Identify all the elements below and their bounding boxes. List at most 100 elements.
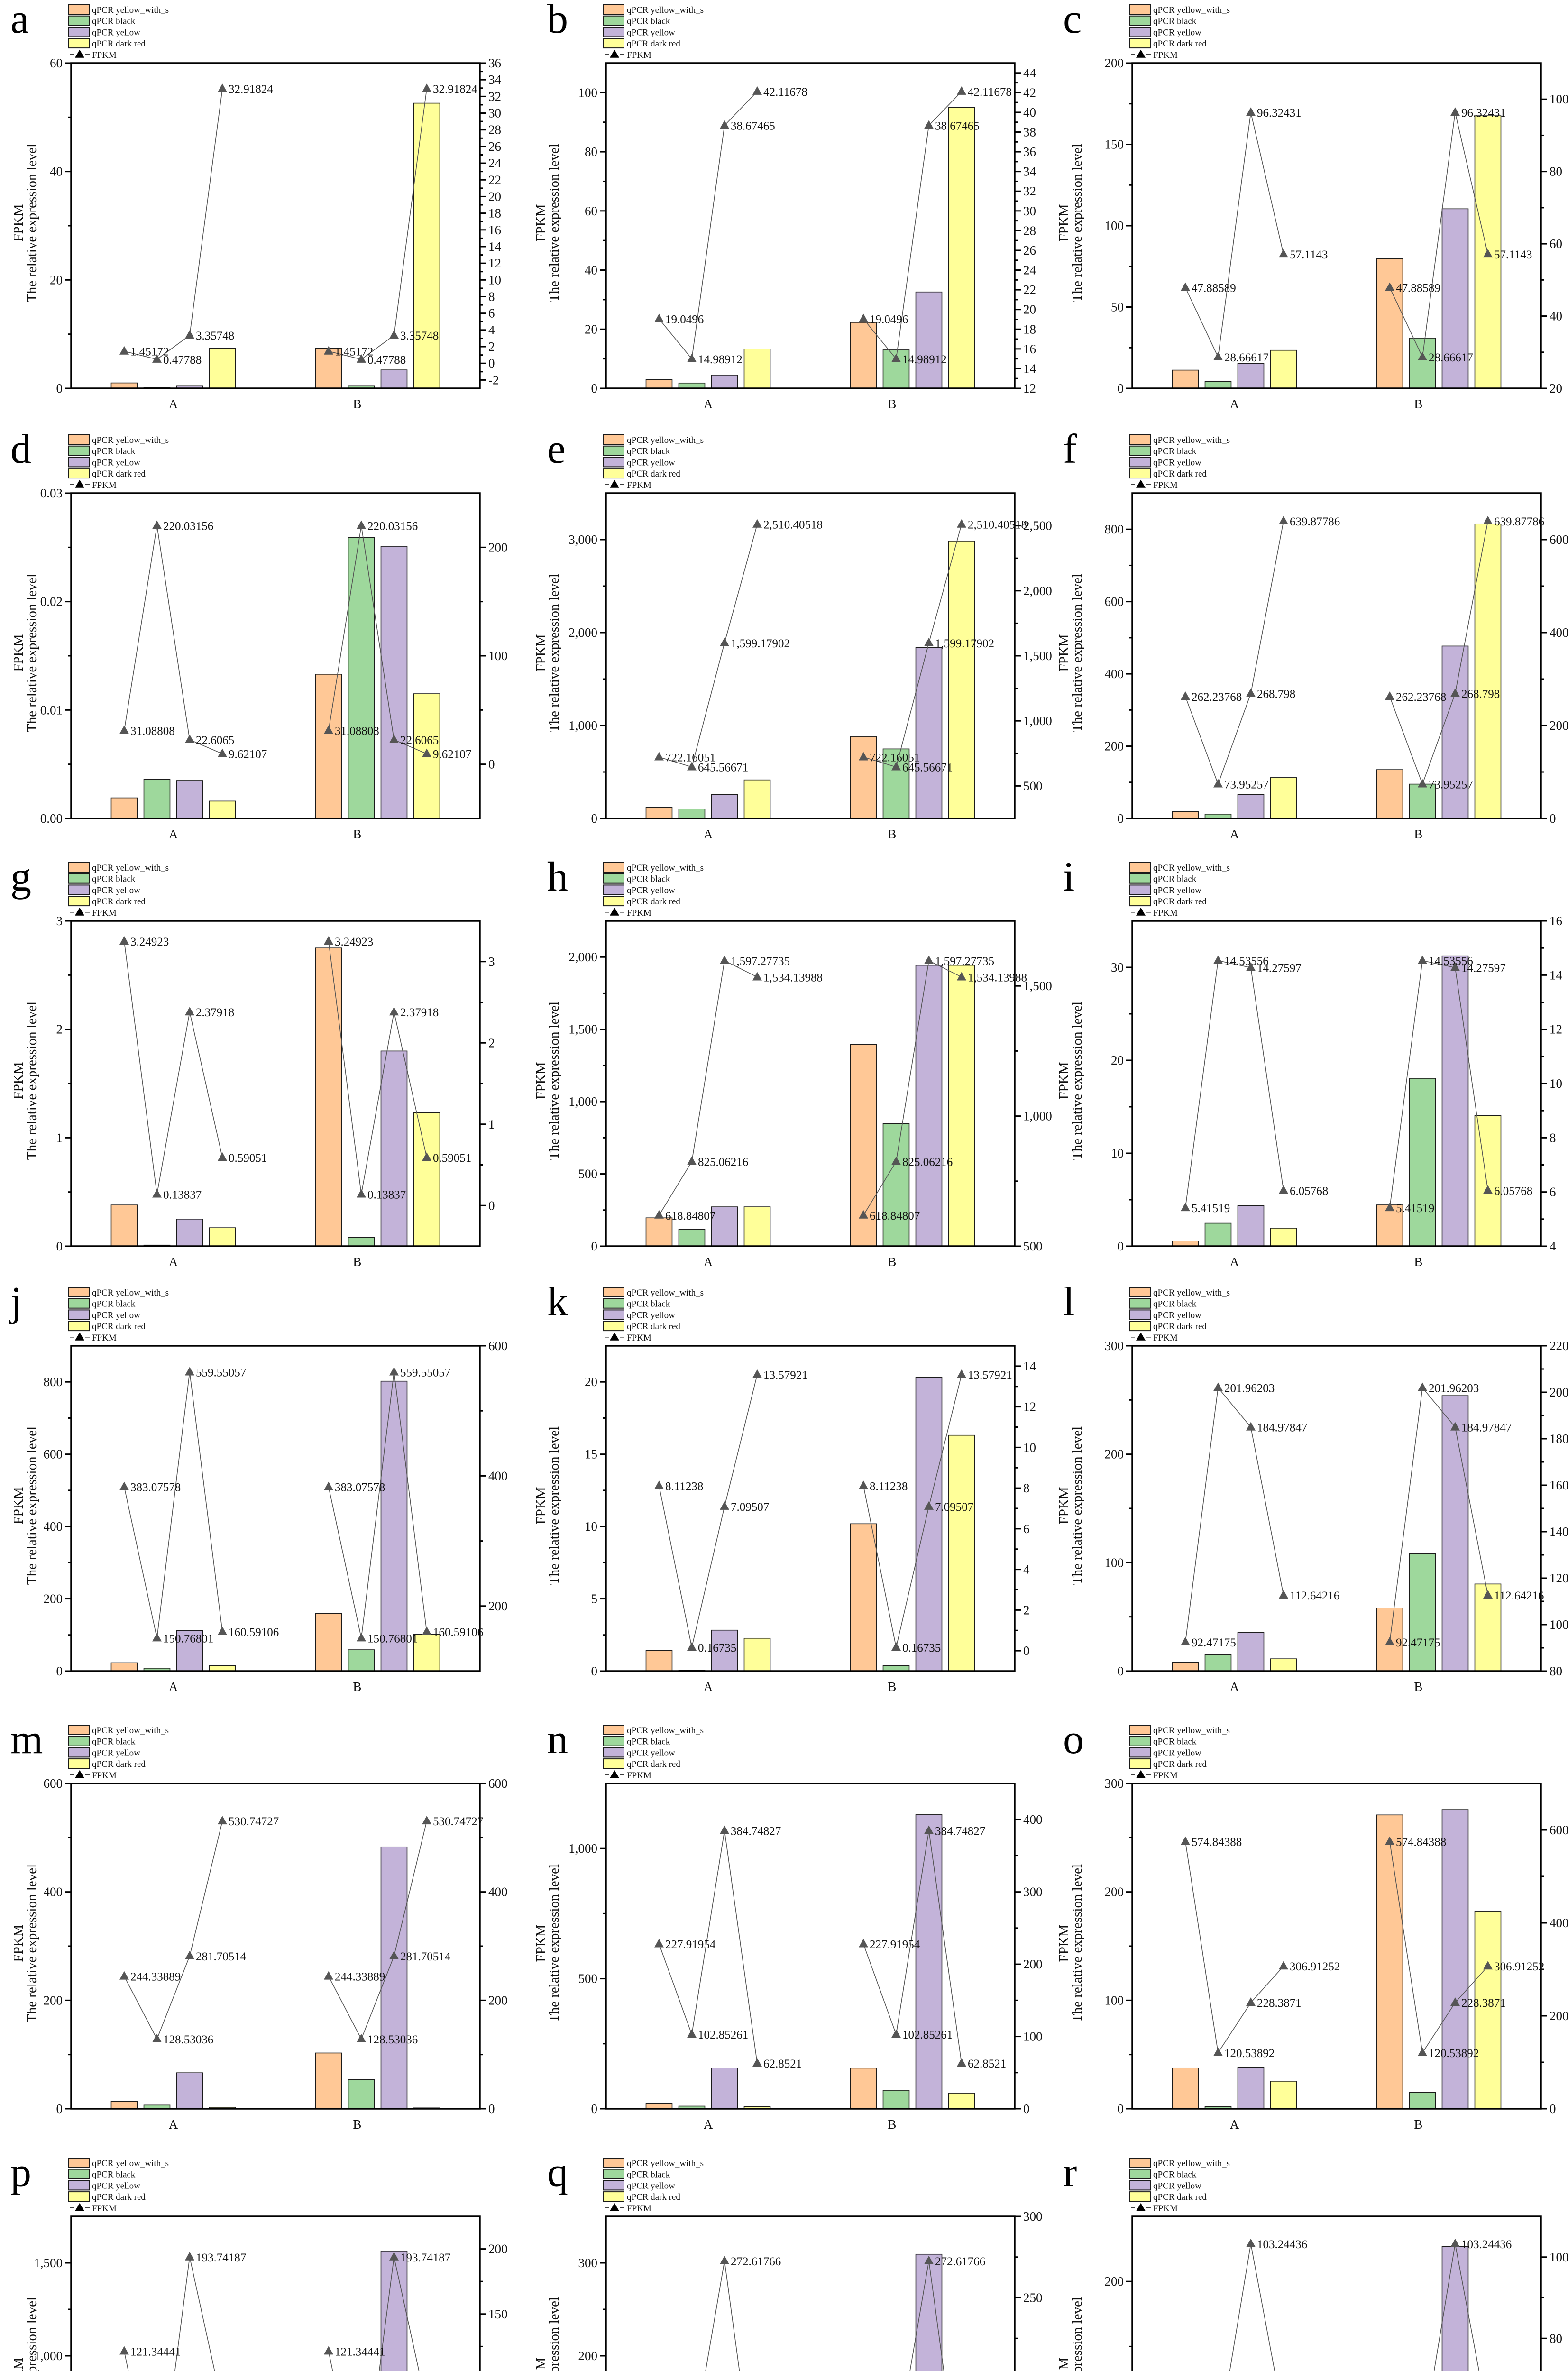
fpkm-data-label: 160.59106 [229, 1626, 279, 1639]
y-axis-title-line-1: FPKM [11, 204, 26, 242]
y-right-tick-label: 160 [1550, 1478, 1568, 1492]
fpkm-line-A [659, 91, 758, 360]
fpkm-line-B [1433, 2243, 1480, 2371]
fpkm-marker-qpcr-yellow-A [185, 330, 194, 339]
legend-swatch-qpcr-dark-red [1129, 2191, 1151, 2202]
fpkm-series-A: 47.88589 28.66617 96.32431 57.1143 [1181, 107, 1328, 364]
y-axis-title-line-2: The relative expression level [547, 144, 562, 302]
fpkm-marker-qpcr-dark-red-B [957, 972, 966, 981]
fpkm-data-label: 19.0496 [870, 313, 908, 326]
y-axis-title-line-2: The relative expression level [1070, 1002, 1085, 1160]
fpkm-marker-qpcr-yellow-A [720, 1501, 729, 1510]
y-axis-title-line-1: FPKM [1056, 1925, 1072, 1962]
y-right-tick-label: 300 [1023, 1885, 1043, 1899]
y-right-tick-label: 600 [1550, 533, 1568, 547]
fpkm-marker-qpcr-dark-red-A [752, 2058, 762, 2067]
fpkm-marker-qpcr-black-B [357, 2034, 366, 2043]
fpkm-marker-qpcr-yellow-with-s-A [654, 313, 664, 322]
fpkm-marker-qpcr-yellow-A [1246, 1997, 1256, 2006]
y-left-tick-label: 80 [585, 145, 597, 159]
x-category-label: B [1414, 1680, 1422, 1694]
legend-swatch-qpcr-dark-red [1129, 38, 1151, 49]
y-axis-title-line-1: FPKM [11, 1062, 26, 1100]
y-left-tick-label: 100 [1105, 219, 1124, 233]
legend-swatch-qpcr-yellow-with-s [603, 1725, 624, 1735]
y-axis-title-line-1: FPKM [1056, 1062, 1072, 1100]
fpkm-line-B [1389, 112, 1488, 358]
bars [110, 102, 440, 389]
fpkm-data-label: 103.24436 [1257, 2238, 1307, 2251]
y-left-tick-label: 20 [585, 1375, 597, 1389]
bar-qpcr-yellow-A [1237, 1205, 1265, 1247]
fpkm-data-label: 128.53036 [367, 2033, 418, 2046]
legend-swatch-qpcr-yellow-with-s [1129, 434, 1151, 445]
fpkm-data-label: 1.45172 [335, 346, 373, 358]
chart-panel-o: o qPCR yellow_with_s qPCR black qPCR yellow… [1045, 1717, 1568, 2147]
y-left-tick-label: 30 [1111, 960, 1124, 974]
y-left-tick-label: 150 [1105, 138, 1124, 152]
y-left-tick-label: 500 [578, 1972, 598, 1986]
x-category-label: B [353, 2117, 361, 2132]
y-left-tick-label: 800 [1105, 522, 1124, 536]
fpkm-data-label: 244.33889 [335, 1971, 385, 1984]
fpkm-data-label: 530.74727 [433, 1815, 483, 1828]
fpkm-series-A: 618.84807 825.06216 1,597.27735 1,534.13988 [654, 955, 823, 1222]
y-axis-left: 0 200 400 600 800 [44, 1375, 71, 1678]
triangle-marker-icon [610, 907, 619, 916]
triangle-marker-icon [75, 1770, 84, 1778]
y-left-tick-label: 1,000 [34, 2349, 63, 2363]
bars [645, 541, 975, 819]
fpkm-marker-qpcr-yellow-A [1246, 107, 1256, 116]
fpkm-data-label: 73.95257 [1429, 779, 1473, 791]
fpkm-series-B: 227.91954 102.85261 384.74827 62.8521 [859, 1825, 1006, 2070]
panel-letter: h [547, 854, 568, 900]
legend-swatch-qpcr-yellow [603, 27, 624, 37]
triangle-marker-icon [1136, 1770, 1146, 1778]
y-left-tick-label: 600 [44, 1776, 63, 1791]
y-right-tick-label: 220 [1550, 1339, 1568, 1353]
fpkm-marker-qpcr-yellow-A [185, 1367, 194, 1376]
y-left-tick-label: 20 [585, 322, 597, 336]
y-right-tick-label: 0 [488, 757, 495, 772]
fpkm-data-label: 1,599.17902 [731, 637, 790, 650]
fpkm-marker-qpcr-black-B [891, 1156, 901, 1165]
fpkm-series-A: 383.07578 150.76801 559.55057 160.59106 [119, 1366, 279, 1645]
legend-label-qpcr-dark-red: qPCR dark red [627, 1759, 680, 1769]
fpkm-data-label: 112.64216 [1290, 1590, 1339, 1602]
legend-label-qpcr-black: qPCR black [627, 2170, 670, 2180]
fpkm-marker-qpcr-yellow-A [1246, 688, 1256, 697]
bar-qpcr-dark-red-B [948, 965, 975, 1247]
y-axis-left: 0 100 200 300 [1105, 1339, 1132, 1678]
legend-label-qpcr-black: qPCR black [627, 1299, 670, 1309]
y-left-tick-label: 800 [44, 1375, 63, 1389]
fpkm-marker-qpcr-black-A [687, 1642, 697, 1651]
y-axis-title-line-2: The relative expression level [1070, 574, 1085, 732]
fpkm-marker-qpcr-yellow-B [389, 1007, 399, 1016]
triangle-marker-icon [75, 1332, 84, 1341]
y-right-tick-label: 1,500 [1023, 649, 1052, 663]
fpkm-series-A: 8.11238 0.16735 7.09507 13.57921 [654, 1369, 808, 1654]
legend-label-qpcr-yellow: qPCR yellow [627, 2181, 675, 2191]
triangle-marker-icon [610, 1770, 619, 1778]
y-right-tick-label: 400 [1550, 1916, 1568, 1930]
fpkm-marker-qpcr-black-A [152, 1189, 162, 1198]
fpkm-marker-qpcr-yellow-with-s-B [859, 313, 868, 322]
x-category-label: A [1230, 1680, 1239, 1694]
y-axis-title-line-2: The relative expression level [547, 1426, 562, 1585]
fpkm-series-A: 574.84388 120.53892 228.3871 306.91252 [1181, 1836, 1340, 2060]
bars [915, 2253, 943, 2371]
fpkm-data-label: 3.24923 [335, 936, 373, 948]
fpkm-marker-qpcr-yellow-B [924, 1501, 934, 1510]
legend-label-qpcr-yellow-with-s: qPCR yellow_with_s [1153, 5, 1230, 15]
bar-qpcr-yellow-B [1441, 645, 1469, 819]
fpkm-line-A [124, 89, 223, 360]
y-axis-title-line-2: The relative expression level [1070, 1426, 1085, 1585]
legend-label-fpkm: FPKM [1153, 1333, 1178, 1343]
y-right-tick-label: 26 [1023, 243, 1036, 257]
fpkm-marker-qpcr-dark-red-A [218, 1816, 227, 1825]
